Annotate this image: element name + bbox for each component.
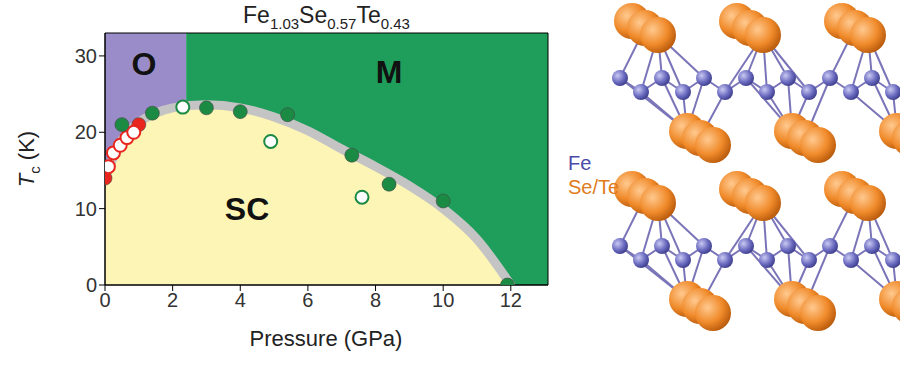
html-text:Fe1.03Se0.57Te0.43: Fe1.03Se0.57Te0.43	[243, 2, 410, 32]
svg-text:12: 12	[500, 289, 522, 311]
svg-text:M: M	[376, 54, 403, 90]
svg-text:30: 30	[75, 45, 97, 67]
svg-text:Tc (K): Tc (K)	[14, 131, 43, 187]
svg-text:20: 20	[75, 121, 97, 143]
svg-text:0: 0	[86, 274, 97, 296]
svg-text:10: 10	[75, 198, 97, 220]
svg-text:Fe: Fe	[568, 152, 591, 174]
svg-text:0: 0	[99, 289, 110, 311]
svg-text:10: 10	[432, 289, 454, 311]
svg-text:O: O	[131, 46, 156, 82]
svg-text:SC: SC	[225, 191, 269, 227]
svg-text:6: 6	[302, 289, 313, 311]
svg-text:Se/Te: Se/Te	[568, 176, 619, 198]
svg-text:4: 4	[235, 289, 246, 311]
svg-text:2: 2	[167, 289, 178, 311]
svg-text:Pressure (GPa): Pressure (GPa)	[250, 326, 403, 351]
svg-text:8: 8	[370, 289, 381, 311]
